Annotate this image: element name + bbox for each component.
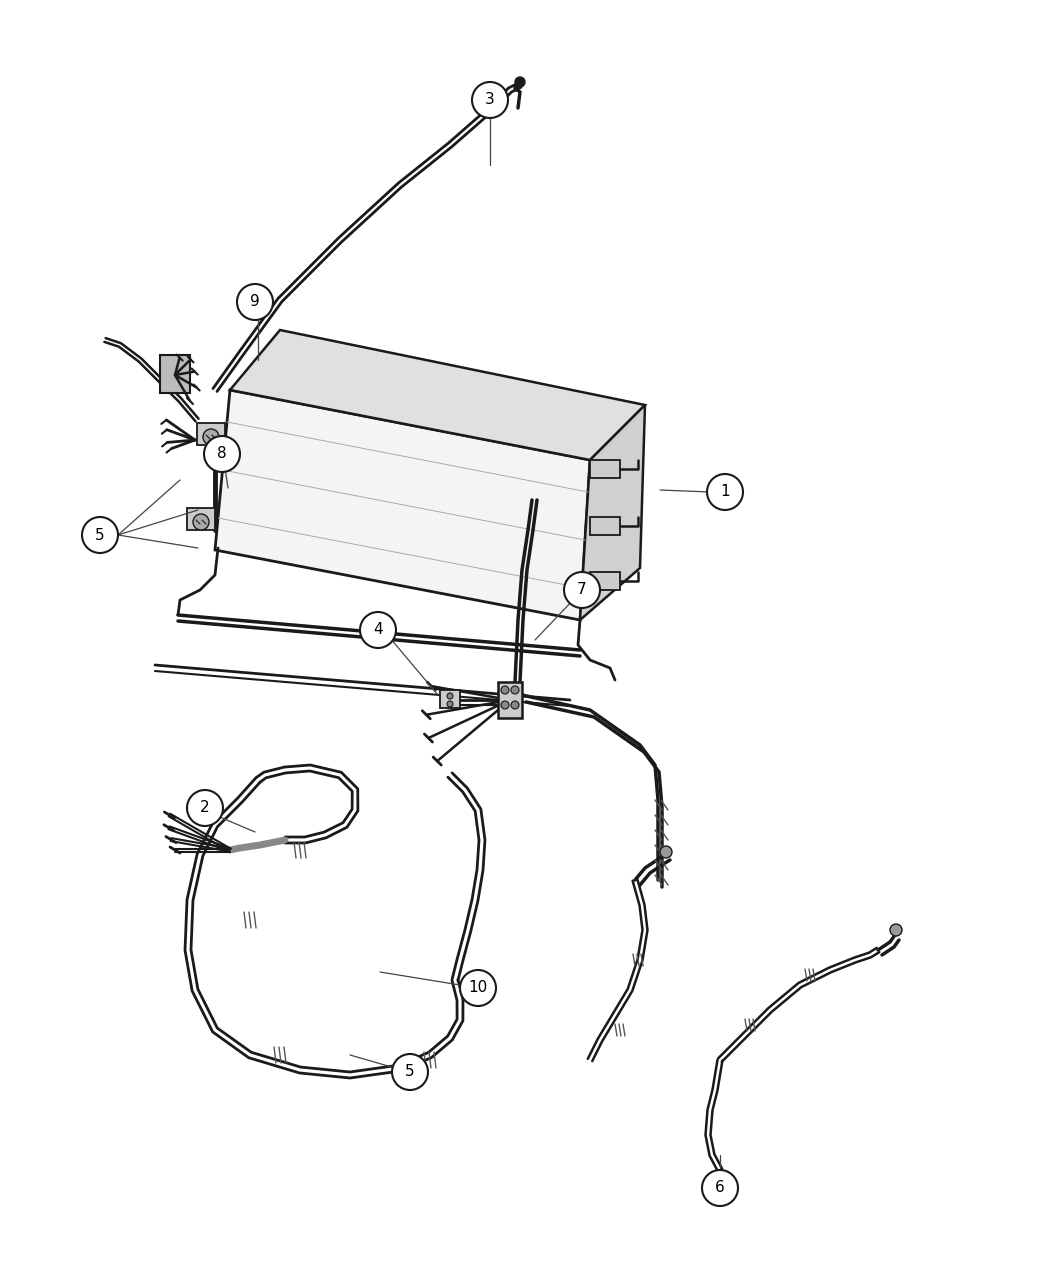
FancyBboxPatch shape <box>187 507 215 530</box>
FancyBboxPatch shape <box>590 516 619 536</box>
Circle shape <box>460 970 496 1006</box>
Polygon shape <box>230 330 645 460</box>
Text: 9: 9 <box>250 295 260 310</box>
FancyBboxPatch shape <box>197 423 225 445</box>
Circle shape <box>660 847 672 858</box>
Circle shape <box>82 516 118 553</box>
Text: 8: 8 <box>217 446 227 462</box>
FancyBboxPatch shape <box>590 460 619 478</box>
Text: 10: 10 <box>468 980 487 996</box>
Text: 3: 3 <box>485 93 495 107</box>
Circle shape <box>360 612 396 648</box>
Text: 7: 7 <box>578 583 587 598</box>
Circle shape <box>511 686 519 694</box>
Polygon shape <box>215 390 590 620</box>
Circle shape <box>392 1054 428 1090</box>
Text: 4: 4 <box>373 622 383 638</box>
Circle shape <box>203 428 219 445</box>
Circle shape <box>514 76 525 87</box>
Circle shape <box>447 694 453 699</box>
Circle shape <box>564 572 600 608</box>
Polygon shape <box>580 405 645 620</box>
Circle shape <box>472 82 508 119</box>
Text: 5: 5 <box>96 528 105 542</box>
Circle shape <box>501 686 509 694</box>
Circle shape <box>501 701 509 709</box>
Circle shape <box>511 701 519 709</box>
Text: 6: 6 <box>715 1181 724 1196</box>
Circle shape <box>890 924 902 936</box>
Circle shape <box>702 1170 738 1206</box>
Circle shape <box>193 514 209 530</box>
FancyBboxPatch shape <box>440 690 460 708</box>
Circle shape <box>187 790 223 826</box>
Text: 2: 2 <box>201 801 210 816</box>
Text: 5: 5 <box>405 1065 415 1080</box>
Circle shape <box>707 474 743 510</box>
Circle shape <box>237 284 273 320</box>
FancyBboxPatch shape <box>590 572 619 590</box>
Text: 1: 1 <box>720 484 730 500</box>
Circle shape <box>447 701 453 708</box>
FancyBboxPatch shape <box>498 682 522 718</box>
FancyBboxPatch shape <box>160 354 190 393</box>
Circle shape <box>204 436 240 472</box>
